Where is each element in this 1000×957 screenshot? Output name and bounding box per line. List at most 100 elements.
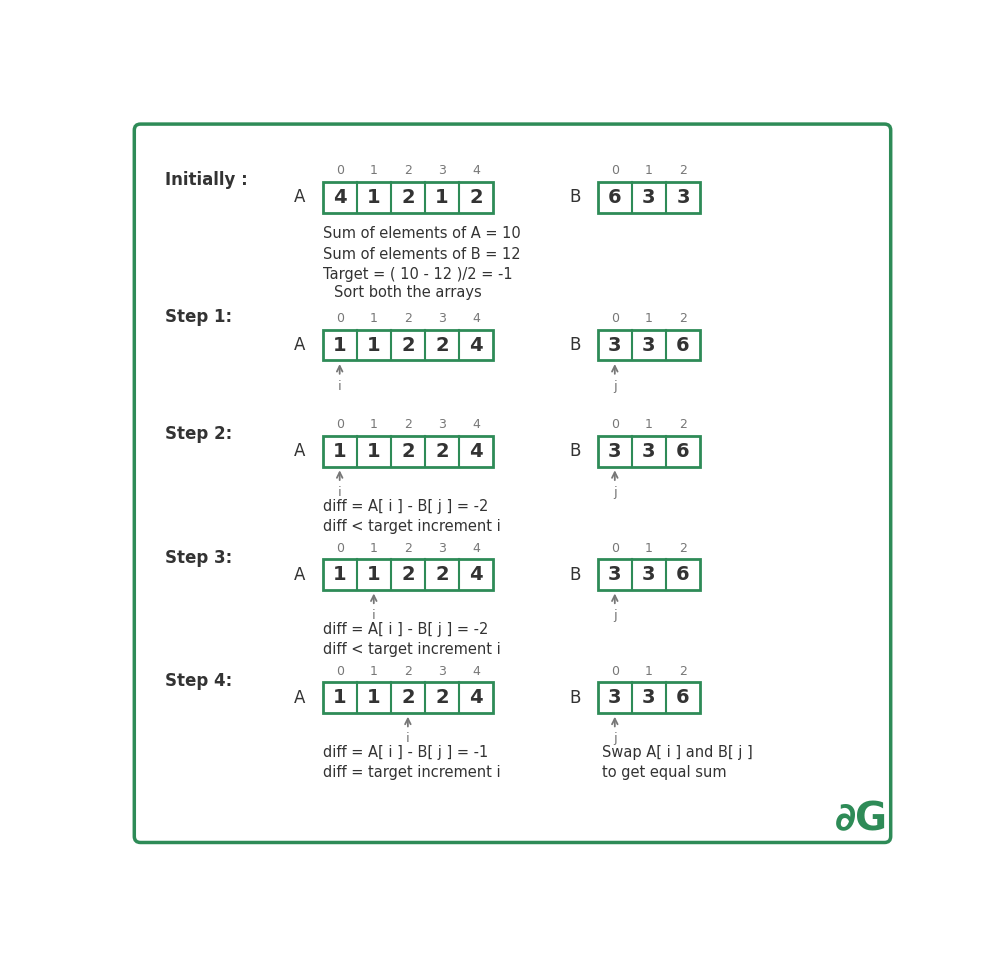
Text: diff < target increment i: diff < target increment i	[323, 519, 500, 534]
Text: j: j	[613, 380, 617, 392]
Text: 1: 1	[367, 188, 381, 207]
Text: 3: 3	[642, 688, 656, 707]
Text: 3: 3	[438, 665, 446, 678]
Text: 4: 4	[469, 336, 483, 355]
Text: 3: 3	[608, 336, 622, 355]
Text: 4: 4	[472, 165, 480, 177]
Text: 1: 1	[333, 336, 346, 355]
Text: 0: 0	[336, 665, 344, 678]
Text: 0: 0	[611, 665, 619, 678]
Text: A: A	[294, 442, 306, 460]
Text: 2: 2	[679, 665, 687, 678]
Text: 1: 1	[370, 418, 378, 432]
Text: diff = target increment i: diff = target increment i	[323, 766, 500, 781]
Text: 2: 2	[435, 336, 449, 355]
Bar	[323, 436, 493, 467]
Text: 3: 3	[608, 688, 622, 707]
Text: 0: 0	[336, 312, 344, 325]
Text: 2: 2	[679, 312, 687, 325]
Bar	[598, 182, 700, 212]
Bar	[598, 436, 700, 467]
Text: 1: 1	[370, 665, 378, 678]
Bar	[598, 682, 700, 713]
Text: Step 1:: Step 1:	[165, 307, 232, 325]
Text: Initially :: Initially :	[165, 171, 248, 189]
Text: 1: 1	[645, 542, 653, 554]
Text: Sum of elements of B = 12: Sum of elements of B = 12	[323, 247, 520, 261]
Text: Sum of elements of A = 10: Sum of elements of A = 10	[323, 227, 520, 241]
Text: 2: 2	[435, 688, 449, 707]
Text: 1: 1	[435, 188, 449, 207]
Text: 3: 3	[438, 165, 446, 177]
Text: 3: 3	[642, 442, 656, 461]
Text: A: A	[294, 566, 306, 584]
Text: i: i	[406, 732, 410, 746]
Text: 6: 6	[676, 565, 690, 584]
Text: 2: 2	[404, 418, 412, 432]
Text: 1: 1	[645, 312, 653, 325]
Text: j: j	[613, 610, 617, 622]
Text: 6: 6	[676, 442, 690, 461]
Text: 3: 3	[608, 565, 622, 584]
Text: 4: 4	[469, 565, 483, 584]
Text: 0: 0	[336, 418, 344, 432]
Text: B: B	[569, 336, 581, 354]
Text: 1: 1	[333, 442, 346, 461]
Text: 3: 3	[438, 312, 446, 325]
Text: Sort both the arrays: Sort both the arrays	[334, 285, 482, 300]
Text: Target = ( 10 - 12 )/2 = -1: Target = ( 10 - 12 )/2 = -1	[323, 267, 512, 281]
Text: ∂G: ∂G	[835, 800, 888, 838]
Text: 2: 2	[679, 165, 687, 177]
Text: 4: 4	[469, 442, 483, 461]
Text: 2: 2	[401, 565, 415, 584]
Text: Swap A[ i ] and B[ j ]: Swap A[ i ] and B[ j ]	[602, 746, 752, 761]
Text: 2: 2	[401, 336, 415, 355]
Text: 3: 3	[642, 336, 656, 355]
Text: i: i	[338, 486, 342, 499]
Text: Step 2:: Step 2:	[165, 426, 233, 443]
Text: 2: 2	[469, 188, 483, 207]
Text: diff = A[ i ] - B[ j ] = -2: diff = A[ i ] - B[ j ] = -2	[323, 499, 488, 514]
Text: 1: 1	[367, 688, 381, 707]
Bar	[323, 329, 493, 361]
Text: 1: 1	[370, 165, 378, 177]
Text: 1: 1	[370, 542, 378, 554]
Text: i: i	[338, 380, 342, 392]
Text: 1: 1	[333, 565, 346, 584]
Text: Step 3:: Step 3:	[165, 548, 233, 567]
Text: 1: 1	[370, 312, 378, 325]
Text: 0: 0	[611, 542, 619, 554]
Text: 3: 3	[642, 565, 656, 584]
Text: 2: 2	[679, 418, 687, 432]
Text: 1: 1	[645, 418, 653, 432]
Text: B: B	[569, 189, 581, 206]
Bar	[323, 559, 493, 590]
Text: 4: 4	[472, 418, 480, 432]
Text: 3: 3	[676, 188, 690, 207]
Text: 2: 2	[404, 312, 412, 325]
Text: 0: 0	[611, 165, 619, 177]
Text: j: j	[613, 732, 617, 746]
Text: 2: 2	[401, 188, 415, 207]
Bar	[598, 329, 700, 361]
Text: 1: 1	[645, 665, 653, 678]
Text: 2: 2	[401, 688, 415, 707]
Text: 2: 2	[435, 565, 449, 584]
Text: 3: 3	[608, 442, 622, 461]
Text: 2: 2	[404, 542, 412, 554]
Text: B: B	[569, 442, 581, 460]
Text: 4: 4	[472, 542, 480, 554]
Text: diff = A[ i ] - B[ j ] = -2: diff = A[ i ] - B[ j ] = -2	[323, 622, 488, 637]
Text: to get equal sum: to get equal sum	[602, 766, 726, 781]
Text: 0: 0	[611, 312, 619, 325]
Text: B: B	[569, 689, 581, 706]
Text: 1: 1	[367, 565, 381, 584]
Text: 0: 0	[336, 542, 344, 554]
Text: A: A	[294, 189, 306, 206]
Text: 0: 0	[611, 418, 619, 432]
Text: B: B	[569, 566, 581, 584]
Text: 6: 6	[676, 336, 690, 355]
Text: 3: 3	[642, 188, 656, 207]
Text: i: i	[372, 610, 376, 622]
Text: 0: 0	[336, 165, 344, 177]
